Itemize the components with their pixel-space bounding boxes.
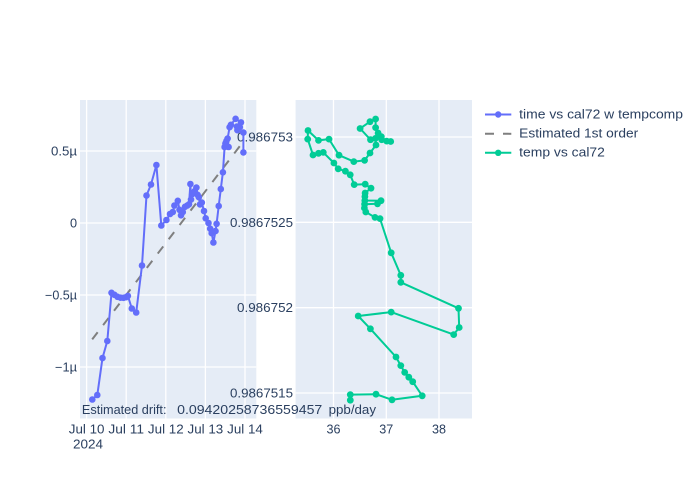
- svg-text:0.9867525: 0.9867525: [230, 216, 293, 230]
- svg-text:−1µ: −1µ: [55, 361, 78, 375]
- svg-text:0.09420258736559457: 0.09420258736559457: [177, 403, 322, 417]
- svg-text:0.9867515: 0.9867515: [230, 387, 293, 401]
- svg-text:0: 0: [70, 217, 77, 231]
- svg-text:0.986753: 0.986753: [237, 131, 293, 145]
- svg-text:37: 37: [379, 423, 393, 437]
- svg-text:temp vs cal72: temp vs cal72: [519, 146, 605, 160]
- svg-text:Jul 10: Jul 10: [69, 423, 105, 437]
- svg-text:Jul 11: Jul 11: [108, 423, 144, 437]
- svg-text:−0.5µ: −0.5µ: [45, 289, 78, 303]
- svg-text:Estimated 1st order: Estimated 1st order: [519, 127, 639, 141]
- svg-text:36: 36: [327, 423, 341, 437]
- svg-text:2024: 2024: [73, 438, 103, 452]
- svg-text:Estimated drift:: Estimated drift:: [82, 403, 167, 417]
- svg-text:0.5µ: 0.5µ: [51, 145, 78, 159]
- svg-text:Jul 12: Jul 12: [148, 423, 184, 437]
- svg-text:time vs cal72 w tempcomp: time vs cal72 w tempcomp: [519, 107, 683, 121]
- svg-text:Jul 13: Jul 13: [188, 423, 224, 437]
- svg-text:Jul 14: Jul 14: [227, 423, 263, 437]
- svg-text:38: 38: [432, 423, 446, 437]
- svg-text:0.986752: 0.986752: [237, 301, 293, 315]
- svg-text:ppb/day: ppb/day: [329, 403, 377, 417]
